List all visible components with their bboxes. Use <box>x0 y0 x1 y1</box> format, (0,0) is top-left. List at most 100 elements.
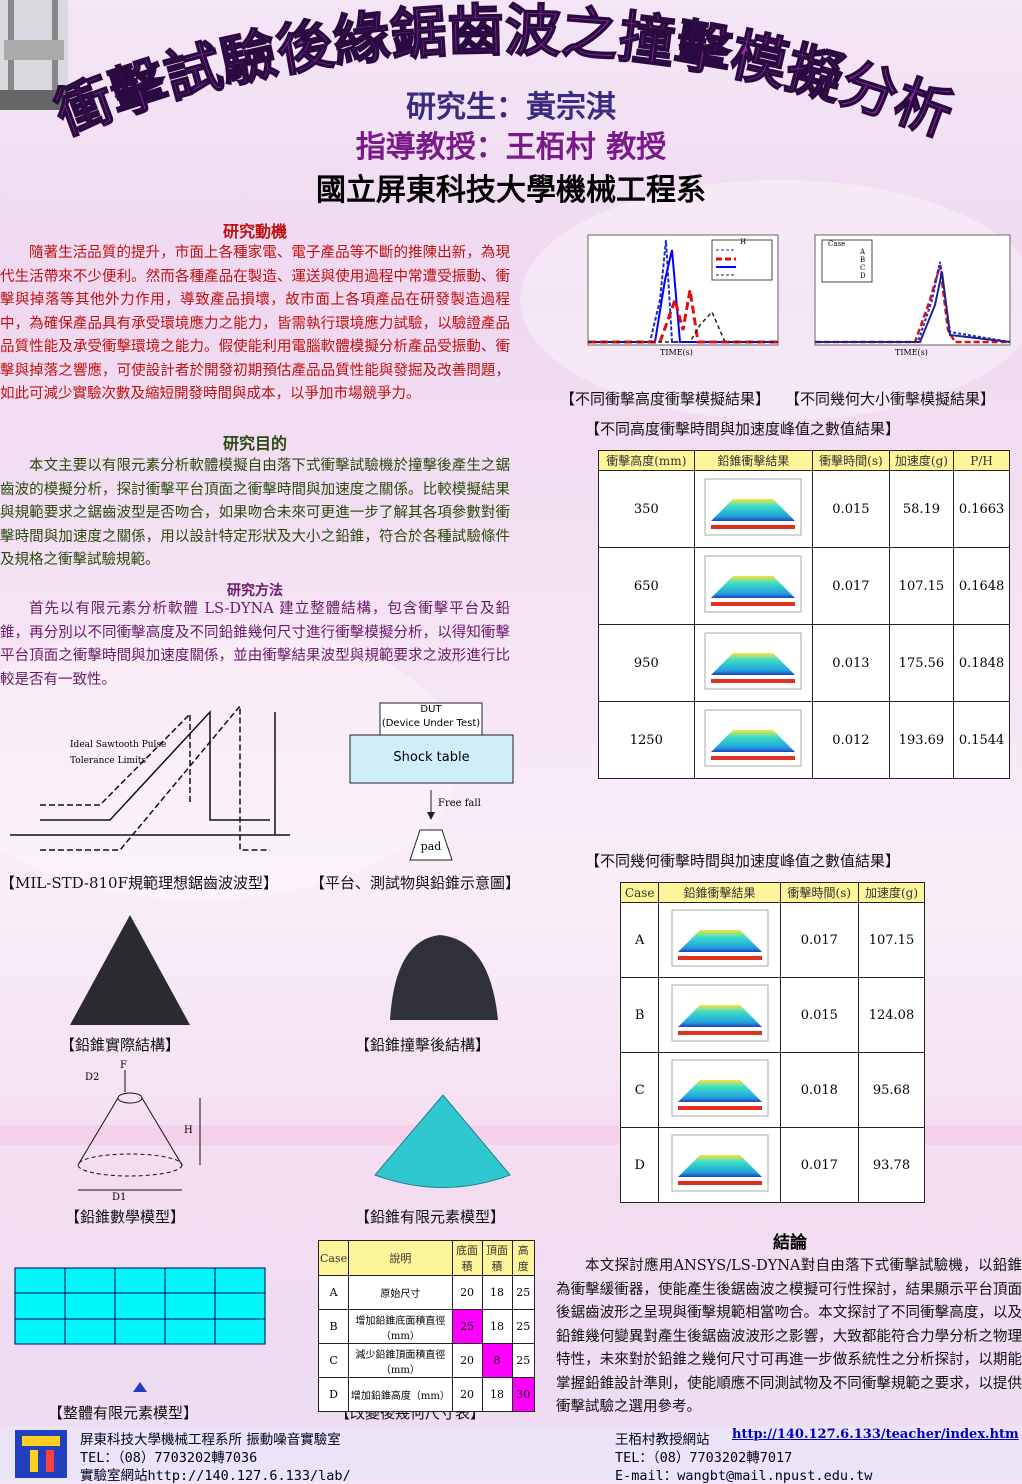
cell: 650 <box>598 547 695 625</box>
header-cell: 加速度(g) <box>857 882 926 903</box>
cell: 25 <box>511 1275 536 1310</box>
cell: 0.015 <box>812 470 890 548</box>
cell: 1250 <box>598 701 695 779</box>
caption: 【平台、測試物與鉛錐示意圖】 <box>310 874 521 892</box>
paragraph: 首先以有限元素分析軟體 LS-DYNA 建立整體結構，包含衝擊平台及鉛錐，再分別… <box>0 601 510 688</box>
image-cell <box>658 902 781 978</box>
chart-height <box>587 234 779 346</box>
logo <box>15 1430 67 1478</box>
legend-entry: B <box>860 256 866 264</box>
cell: D <box>317 1377 350 1412</box>
footer-text: 王栢村教授網站 <box>615 1432 710 1448</box>
cell: 107.15 <box>888 547 955 625</box>
legend-entry: C <box>860 264 866 272</box>
cell: 107.15 <box>857 902 926 978</box>
cell: A <box>619 902 660 978</box>
cell: 原始尺寸 <box>348 1275 453 1310</box>
header-row: Case 說明 底面積 頂面積 高度 <box>317 1240 536 1276</box>
cone-photo <box>70 915 190 1025</box>
row: B 增加鉛錐底面積直徑（mm） 25 18 25 <box>317 1309 536 1344</box>
cell: 18 <box>481 1309 513 1344</box>
caption: 【鉛錐撞擊後結構】 <box>355 1036 491 1054</box>
image-cell <box>693 547 814 625</box>
fe-result <box>671 1134 769 1192</box>
header-row: Case 鉛錐衝擊結果 衝擊時間(s) 加速度(g) <box>619 882 926 903</box>
caption: 【不同衝擊高度衝擊模擬結果】 <box>560 390 771 408</box>
header-cell: 說明 <box>348 1240 453 1276</box>
label: D1 <box>112 1192 127 1203</box>
cell: 30 <box>511 1377 536 1412</box>
caption: 【鉛錐數學模型】 <box>65 1208 186 1226</box>
cell: 0.015 <box>779 977 859 1053</box>
heading: 研究目的 <box>222 434 287 453</box>
header-cell: 加速度(g) <box>888 450 955 471</box>
caption: 【鉛錐有限元素模型】 <box>355 1208 506 1226</box>
fe-result <box>704 709 802 767</box>
cell: 350 <box>598 470 695 548</box>
caption: 【鉛錐實際結構】 <box>60 1036 181 1054</box>
chart-geometry <box>814 234 1011 346</box>
header-cell: 高度 <box>511 1240 536 1276</box>
cell: 25 <box>451 1309 483 1344</box>
image-cell <box>658 977 781 1053</box>
image-cell <box>693 624 814 702</box>
axis-label: TIME(s) <box>895 348 928 357</box>
fe-result <box>671 984 769 1042</box>
caption: 【MIL-STD-810F規範理想鋸齒波波型】 <box>0 874 279 892</box>
cell: 193.69 <box>888 701 955 779</box>
cell: 20 <box>451 1343 483 1378</box>
cell: 0.1544 <box>953 701 1010 779</box>
legend-title: Case <box>828 240 846 248</box>
cell: 25 <box>511 1309 536 1344</box>
fe-result <box>704 632 802 690</box>
row: 1250 0.012 193.69 0.1544 <box>598 701 1010 779</box>
caption: 【不同高度衝擊時間與加速度峰值之數值結果】 <box>585 420 901 438</box>
table: 衝擊高度(mm) 鉛錐衝擊結果 衝擊時間(s) 加速度(g) P/H 350 0.015 58… <box>598 450 1010 779</box>
cell: C <box>317 1343 350 1378</box>
link[interactable]: http://140.127.6.133/teacher/index.htm <box>732 1427 1019 1442</box>
row: A 原始尺寸 20 18 25 <box>317 1275 536 1310</box>
cell: 20 <box>451 1275 483 1310</box>
row: D 增加鉛錐高度（mm） 20 18 30 <box>317 1377 536 1412</box>
cell: 950 <box>598 624 695 702</box>
header-cell: 底面積 <box>451 1240 483 1276</box>
footer-bg <box>0 1426 1022 1481</box>
table: Case 說明 底面積 頂面積 高度 A 原始尺寸 20 18 25 B 增加鉛錐底面積直徑（mm） 2… <box>317 1240 536 1412</box>
caption: 【不同幾何大小衝擊模擬結果】 <box>785 390 996 408</box>
legend-entry: A <box>860 248 866 256</box>
label: D2 <box>85 1072 100 1083</box>
header-cell: Case <box>619 882 660 903</box>
label: DUT <box>420 704 442 715</box>
row: C 0.018 95.68 <box>619 1052 926 1128</box>
table: Case 鉛錐衝擊結果 衝擊時間(s) 加速度(g) A 0.017 107.15 B 0.01… <box>619 882 926 1203</box>
overall-fe-model <box>14 1267 266 1392</box>
waveform-diagram <box>10 703 290 851</box>
cloud <box>0 620 460 900</box>
label: Free fall <box>438 798 481 809</box>
student: 研究生：黃宗淇 <box>406 90 616 125</box>
department: 國立屏東科技大學機械工程系 <box>316 173 706 208</box>
legend-entry: D <box>860 272 866 280</box>
caption: 【不同幾何衝擊時間與加速度峰值之數值結果】 <box>585 852 901 870</box>
header-cell: 衝擊高度(mm) <box>598 450 695 471</box>
cell: 58.19 <box>888 470 955 548</box>
header-cell: P/H <box>953 450 1010 471</box>
cell: 0.013 <box>812 624 890 702</box>
label: (Device Under Test) <box>381 718 481 729</box>
footer-text: E-mail：wangbt@mail.npust.edu.tw <box>615 1468 873 1484</box>
legend-title: H <box>740 238 747 246</box>
label: Shock table <box>393 750 470 765</box>
label: Tolerance Limits <box>70 756 147 766</box>
row: 950 0.013 175.56 0.1848 <box>598 624 1010 702</box>
header-cell: 頂面積 <box>481 1240 513 1276</box>
cone-fe-model <box>374 1094 511 1188</box>
cell: 20 <box>451 1377 483 1412</box>
cell: 0.017 <box>779 902 859 978</box>
fe-result <box>704 478 802 536</box>
heading: 研究方法 <box>227 583 283 599</box>
footer-text: 實驗室網站http://140.127.6.133/lab/ <box>80 1468 351 1484</box>
footer-text: TEL：（08）7703202轉7036 <box>80 1450 258 1466</box>
cell: 175.56 <box>888 624 955 702</box>
cell: 增加鉛錐底面積直徑（mm） <box>348 1309 453 1344</box>
